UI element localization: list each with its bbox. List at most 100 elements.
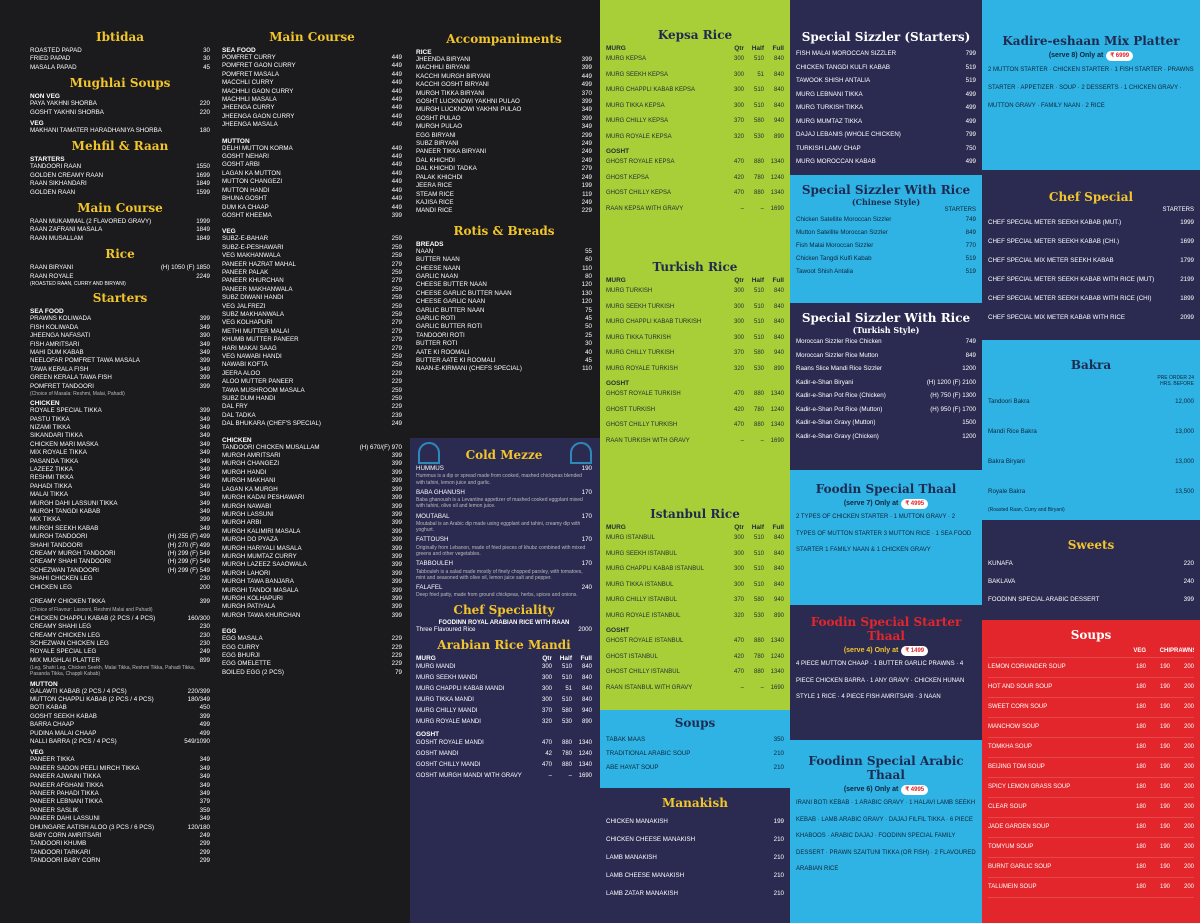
menu-item: LAMB MANAKISH 210 (606, 849, 784, 867)
menu-item-name: PANEER SASLIK (30, 806, 79, 814)
menu-item-price: 1699 (196, 171, 210, 179)
menu-item-price: 279 (391, 260, 402, 268)
menu-item: GARLIC NAAN 80 (416, 273, 592, 281)
menu-item-price: 510 (561, 675, 572, 682)
menu-item-price: 349 (199, 474, 210, 482)
menu-item-name: MURG MUMTAZ TIKKA (796, 117, 863, 125)
menu-item-name: BABA GHANUSH (416, 488, 465, 496)
menu-item-description: Moutabal is an Arabic dip made using egg… (416, 521, 581, 534)
menu-item-name: MUTTON CHAPPLI KABAB (2 PCS / 4 PCS) (30, 695, 154, 703)
section-title-accompaniments: Accompaniments (446, 32, 562, 46)
menu-item-price: (H) 670/(F) 970 (359, 443, 402, 451)
thaal-description: IRANI BOTI KEBAB · 1 ARABIC GRAVY · 1 HA… (796, 800, 976, 872)
menu-item: MURGHI TANDOI MASALA 399 (222, 587, 402, 595)
menu-item-price: 25 (585, 331, 592, 339)
menu-item: Kadir-e-Shan Pot Rice (Chicken) (H) 750 (… (796, 389, 976, 403)
chef-speciality-line: FOODINN ROYAL ARABIAN RICE WITH RAAN (438, 619, 570, 626)
menu-item-price: 349 (199, 524, 210, 532)
table-row: GHOST CHILLY KEPSA 470 880 1340 (606, 186, 784, 202)
menu-item-price: 190 (1159, 824, 1170, 830)
menu-item-price: 30 (585, 340, 592, 348)
menu-item-name: JEERA ALOO (222, 369, 261, 377)
menu-item-price: 1690 (578, 773, 592, 780)
table-row: TOMKHA SOUP 180 190 200 (988, 738, 1194, 758)
menu-item-name: MURG TIKKA KEPSA (606, 102, 665, 109)
menu-item: MURGH HANDI 399 (222, 469, 402, 477)
menu-item-name: RESHMI TIKKA (30, 474, 74, 482)
menu-item: KUNAFA 220 (988, 555, 1194, 573)
menu-item-name: TOMYUM SOUP (988, 844, 1034, 850)
table-row: GHOST CHILLY ISTANBUL 470 880 1340 (606, 665, 784, 681)
menu-item: GOSHT LUCKNOWI YAKHNI PULAO 399 (416, 98, 592, 106)
menu-item-price: (H) 299 (F) 549 (167, 566, 210, 574)
menu-item: MIX MUGHLAI PLATTER 899 (30, 657, 210, 665)
menu-item-name: GHOST ISTANBUL (606, 653, 658, 660)
section-title-soups: Soups (1070, 628, 1112, 642)
menu-item-price: 399 (391, 561, 402, 569)
menu-item: MURGH SEEKH KABAB 349 (30, 525, 210, 533)
menu-item-price: (H) 299 (F) 549 (167, 550, 210, 558)
menu-item-price: 229 (391, 403, 402, 411)
menu-item-name: SCHEZWAN CHICKEN LEG (30, 639, 109, 647)
menu-item: TANDOORI BABY CORN 299 (30, 857, 210, 865)
menu-item: ROYALE SPECIAL LEG 249 (30, 648, 210, 656)
menu-item-name: MURGH LAHORI (222, 569, 271, 577)
subheading: STARTERS (1162, 207, 1194, 213)
menu-item: MURGH KADAI PESHAWARI 399 (222, 494, 402, 502)
menu-item-name: CHICKEN LEG (30, 583, 72, 591)
platter-description: 2 MUTTON STARTER · CHICKEN STARTER · 1 F… (988, 67, 1194, 109)
menu-item-name: MOUTABAL (416, 512, 450, 520)
menu-item: SUBZ-E-PESHAWARI 259 (222, 244, 402, 252)
chef-special-panel: Chef Special STARTERS CHEF SPECIAL METER… (982, 170, 1200, 340)
menu-item: MANDI RICE 229 (416, 207, 592, 215)
menu-item: CHEESE GARLIC NAAN 120 (416, 298, 592, 306)
menu-item-price: 470 (733, 190, 744, 196)
menu-item-price: 1340 (770, 190, 784, 196)
menu-item: Bakra Biryani 13,000 (988, 447, 1194, 477)
menu-item-price: 199 (581, 182, 592, 190)
menu-item: JHEENGA CURRY 449 (222, 104, 402, 112)
section-subtitle: (Chinese Style) (851, 197, 921, 207)
subheading: VEG (222, 228, 236, 236)
menu-item-price: 530 (753, 612, 764, 619)
section-title-special-sizzler-starters: Special Sizzler (Starters) (801, 30, 971, 44)
menu-item-price: 1690 (770, 437, 784, 444)
menu-item-name: EGG OMELETTE (222, 660, 271, 668)
menu-item-price: 300 (733, 566, 744, 572)
section-title-mughlai-soups: Mughlai Soups (69, 76, 171, 91)
menu-item-price: 840 (773, 56, 784, 62)
menu-item-price: – (740, 437, 744, 444)
menu-item: DAL KHICHDI 249 (416, 157, 592, 165)
menu-item-price: 399 (391, 569, 402, 577)
cold-mezze-panel: Cold Mezze HUMMUS 190 Hummus is a dip or s… (410, 438, 600, 923)
mezze-column: Cold Mezze HUMMUS 190 Hummus is a dip or s… (416, 438, 592, 923)
table-row: MURG CHILLY KEPSA 370 580 940 (606, 114, 784, 130)
menu-item-price: 190 (1159, 784, 1170, 790)
menu-item-name: CHEF SPECIAL METER SEEKH KABAB (MUT.) (988, 219, 1122, 226)
menu-item: LAZEEZ TIKKA 349 (30, 466, 210, 474)
section-title-main-course: Main Course (269, 30, 355, 44)
menu-item: CHEF SPECIAL METER SEEKH KABAB (MUT.) 199… (988, 213, 1194, 232)
menu-item-price: 239 (391, 411, 402, 419)
section-title-sizzler-chinese: Special Sizzler With Rice (801, 183, 971, 197)
menu-item-name: LAMB MANAKISH (606, 854, 657, 861)
menu-item: POMFRET TANDOORI 399 (30, 383, 210, 391)
menu-item: HUMMUS 190 (416, 465, 592, 473)
menu-item-price: 349 (199, 508, 210, 516)
menu-item-name: POMFRET TANDOORI (30, 382, 94, 390)
menu-item-name: Mandi Rice Bakra (988, 428, 1037, 435)
table-row: SWEET CORN SOUP 180 190 200 (988, 698, 1194, 718)
menu-item-price: 300 (733, 303, 744, 310)
menu-item-price: 170 (581, 512, 592, 520)
menu-item-name: GOSHT MURGH MANDI WITH GRAVY (416, 773, 522, 780)
price-badge: ₹ 4995 (901, 499, 929, 509)
menu-item: PALAK KHICHDI 249 (416, 174, 592, 182)
menu-item: PANEER HAZRAT MAHAL 279 (222, 261, 402, 269)
price-badge: ₹ 1499 (901, 646, 929, 656)
menu-item-price: 449 (391, 112, 402, 120)
menu-item-name: MURG ISTANBUL (606, 535, 655, 541)
menu-item: PAHADI TIKKA 349 (30, 483, 210, 491)
menu-item-price: 190 (1159, 764, 1170, 770)
table-row: MURG TIKKA ISTANBUL 300 510 840 (606, 578, 784, 594)
menu-item-price: 199 (773, 818, 784, 825)
